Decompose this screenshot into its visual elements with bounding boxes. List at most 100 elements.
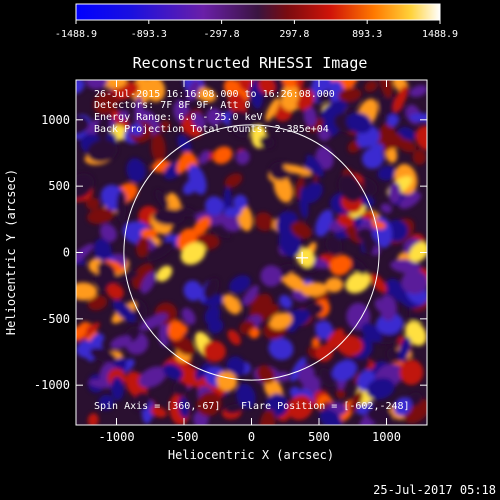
heatmap-blob	[242, 285, 259, 306]
colorbar-tick-label: 297.8	[279, 29, 309, 40]
heatmap-blob	[349, 391, 363, 413]
heatmap-blob	[235, 149, 250, 165]
heatmap-blob	[178, 396, 190, 419]
heatmap-blob	[150, 132, 166, 164]
heatmap-blob	[110, 376, 124, 401]
heatmap-blob	[138, 366, 167, 388]
heatmap-blob	[176, 151, 191, 174]
heatmap-blob	[223, 294, 241, 315]
x-tick-label: 500	[308, 430, 330, 444]
heatmap-blob	[261, 303, 280, 318]
heatmap-blob	[130, 123, 144, 136]
heatmap-blob	[311, 337, 320, 348]
annotation-energy-range: Energy Range: 6.0 - 25.0 keV	[94, 112, 263, 123]
heatmap-blob	[203, 278, 220, 299]
heatmap-blob	[196, 87, 217, 103]
heatmap-blob	[192, 216, 211, 236]
heatmap-blob	[269, 312, 293, 330]
heatmap-blob	[393, 85, 408, 113]
heatmap-blob	[233, 194, 248, 210]
heatmap-blob	[210, 224, 231, 239]
heatmap-blob	[399, 192, 421, 209]
heatmap-blob	[386, 114, 399, 127]
heatmap-blob	[401, 270, 427, 294]
heatmap-blob	[183, 280, 203, 301]
colorbar-tick-labels: -1488.9 -893.3 -297.8 297.8 893.3 1488.9	[55, 29, 458, 40]
heatmap-blob	[76, 116, 89, 136]
heatmap-blob	[335, 388, 346, 399]
heatmap-blob	[196, 391, 222, 417]
heatmap-blob	[301, 282, 328, 297]
heatmap-blob	[319, 367, 335, 388]
heatmap-blob	[348, 257, 367, 275]
heatmap-blob	[238, 80, 255, 91]
heatmap-blob	[361, 211, 376, 221]
annotation-method-counts: Back Projection Total counts: 2.385e+04	[94, 124, 329, 135]
heatmap-blob	[224, 173, 243, 188]
colorbar-ticks	[75, 20, 441, 24]
heatmap-blob	[338, 87, 362, 102]
heatmap-blob	[172, 334, 196, 356]
annotation-time-range: 26-Jul-2015 16:16:08.000 to 16:26:08.000	[94, 89, 335, 100]
x-axis-tick-labels: -1000 -500 0 500 1000	[98, 430, 401, 444]
x-tick-label: 0	[248, 430, 255, 444]
y-tick-label: 0	[63, 246, 70, 260]
heatmap-blob	[378, 80, 393, 98]
heatmap-blob	[116, 190, 127, 223]
heatmap-blob	[97, 261, 116, 281]
heatmap-blob	[152, 208, 185, 226]
heatmap-blob	[357, 228, 373, 241]
heatmap-blob	[87, 295, 108, 311]
heatmap-blob	[85, 80, 108, 90]
heatmap-blob	[390, 259, 421, 274]
heatmap-blob	[198, 150, 211, 165]
heatmap-blob	[155, 189, 169, 209]
heatmap-blob	[228, 110, 254, 138]
heatmap-blob	[162, 363, 183, 380]
heatmap-blob	[315, 344, 333, 362]
x-axis-label: Heliocentric X (arcsec)	[168, 448, 334, 462]
heatmap-blob	[290, 357, 307, 382]
colorbar-tick-label: 893.3	[352, 29, 382, 40]
heatmap-blob	[279, 294, 293, 309]
heatmap-blob	[315, 320, 333, 340]
heatmap-blob	[227, 329, 241, 346]
heatmap-blob	[226, 356, 246, 377]
heatmap-blob	[191, 112, 206, 129]
center-marker	[296, 251, 309, 264]
heatmap-blob	[337, 213, 355, 228]
heatmap-blob	[265, 97, 280, 122]
heatmap-blob	[277, 371, 290, 382]
heatmap-blob	[379, 295, 397, 321]
heatmap-blob	[103, 260, 124, 273]
heatmap-blob	[260, 265, 282, 287]
heatmap-blob	[205, 196, 224, 216]
heatmap-blob	[281, 84, 300, 108]
heatmap-blob	[369, 143, 384, 157]
heatmap-blob	[369, 273, 387, 293]
heatmap-blob	[93, 91, 119, 115]
y-tick-label: -500	[41, 312, 70, 326]
heatmap-blob	[299, 186, 309, 218]
heatmap-blob	[409, 113, 427, 123]
heatmap-blob	[110, 335, 132, 349]
heatmap-blob	[336, 334, 364, 356]
heatmap-blob	[212, 146, 233, 164]
heatmap-blob	[393, 397, 412, 416]
heatmap-blob	[287, 394, 314, 421]
heatmap-blob	[76, 80, 85, 94]
solar-limb-circle	[123, 124, 380, 381]
heatmap-blob	[325, 235, 343, 255]
colorbar-tick-label: -893.3	[131, 29, 167, 40]
y-axis-tick-labels: -1000 -500 0 500 1000	[34, 113, 70, 392]
heatmap-blob	[325, 277, 344, 293]
annotation-spin-axis: Spin Axis = [360,-67]	[94, 401, 220, 412]
footer-timestamp: 25-Jul-2017 05:18	[373, 483, 496, 497]
heatmap-blob	[282, 80, 297, 88]
heatmap-blob	[140, 228, 158, 239]
heatmap-blob	[139, 313, 168, 331]
y-tick-label: -1000	[34, 378, 70, 392]
heatmap-blob	[249, 327, 260, 339]
heatmap-blob	[285, 308, 310, 328]
heatmap-blob	[180, 242, 206, 265]
